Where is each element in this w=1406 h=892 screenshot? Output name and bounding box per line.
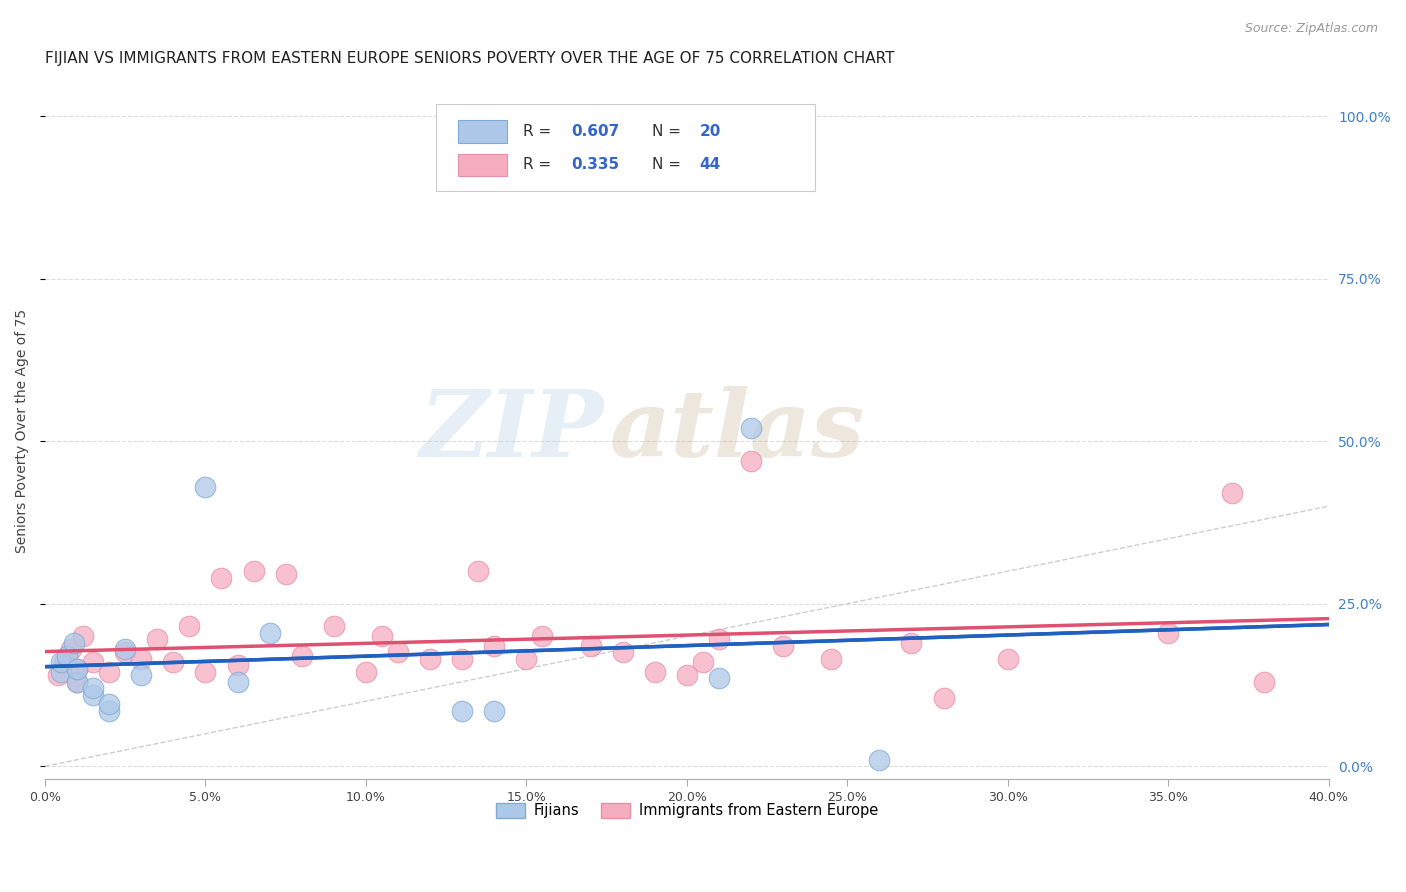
Point	[900, 636, 922, 650]
Point	[194, 665, 217, 679]
Point	[467, 564, 489, 578]
Point	[66, 674, 89, 689]
Text: ZIP: ZIP	[419, 386, 603, 476]
Point	[242, 564, 264, 578]
Point	[49, 665, 72, 679]
Point	[1222, 486, 1244, 500]
Point	[291, 648, 314, 663]
Point	[211, 571, 233, 585]
Text: R =: R =	[523, 124, 555, 139]
FancyBboxPatch shape	[458, 153, 508, 176]
Point	[675, 668, 697, 682]
FancyBboxPatch shape	[436, 104, 815, 192]
Point	[82, 681, 104, 696]
Point	[56, 648, 79, 663]
Point	[772, 639, 794, 653]
Point	[259, 626, 281, 640]
Text: 0.335: 0.335	[571, 157, 620, 172]
Point	[179, 619, 201, 633]
Text: Source: ZipAtlas.com: Source: ZipAtlas.com	[1244, 22, 1378, 36]
Point	[868, 753, 890, 767]
Point	[644, 665, 666, 679]
Point	[997, 652, 1019, 666]
Point	[98, 665, 121, 679]
Point	[66, 662, 89, 676]
Point	[820, 652, 842, 666]
Point	[129, 668, 152, 682]
Point	[129, 652, 152, 666]
Text: N =: N =	[652, 157, 686, 172]
Point	[49, 655, 72, 669]
Point	[740, 421, 762, 435]
Point	[484, 639, 506, 653]
Point	[1253, 674, 1275, 689]
Text: N =: N =	[652, 124, 686, 139]
Point	[82, 688, 104, 702]
Point	[82, 655, 104, 669]
Text: FIJIAN VS IMMIGRANTS FROM EASTERN EUROPE SENIORS POVERTY OVER THE AGE OF 75 CORR: FIJIAN VS IMMIGRANTS FROM EASTERN EUROPE…	[45, 51, 894, 66]
Point	[579, 639, 602, 653]
Point	[66, 674, 89, 689]
Point	[371, 629, 394, 643]
Point	[531, 629, 554, 643]
Text: atlas: atlas	[610, 386, 865, 476]
Point	[740, 453, 762, 467]
Point	[932, 690, 955, 705]
Point	[451, 652, 474, 666]
Point	[515, 652, 537, 666]
FancyBboxPatch shape	[458, 120, 508, 143]
Y-axis label: Seniors Poverty Over the Age of 75: Seniors Poverty Over the Age of 75	[15, 310, 30, 553]
Point	[98, 698, 121, 712]
Legend: Fijians, Immigrants from Eastern Europe: Fijians, Immigrants from Eastern Europe	[489, 797, 884, 824]
Point	[66, 662, 89, 676]
Point	[707, 632, 730, 647]
Point	[162, 655, 184, 669]
Text: R =: R =	[523, 157, 555, 172]
Point	[707, 672, 730, 686]
Point	[274, 567, 297, 582]
Point	[484, 704, 506, 718]
Point	[114, 645, 136, 659]
Point	[46, 668, 69, 682]
Text: 44: 44	[700, 157, 721, 172]
Point	[692, 655, 714, 669]
Point	[387, 645, 409, 659]
Point	[59, 642, 82, 657]
Text: 20: 20	[700, 124, 721, 139]
Point	[114, 642, 136, 657]
Point	[612, 645, 634, 659]
Point	[72, 629, 94, 643]
Point	[419, 652, 441, 666]
Point	[146, 632, 169, 647]
Point	[98, 704, 121, 718]
Point	[1157, 626, 1180, 640]
Point	[322, 619, 344, 633]
Point	[354, 665, 377, 679]
Point	[226, 674, 249, 689]
Point	[63, 636, 86, 650]
Point	[194, 480, 217, 494]
Text: 0.607: 0.607	[571, 124, 620, 139]
Point	[451, 704, 474, 718]
Point	[226, 658, 249, 673]
Point	[53, 655, 76, 669]
